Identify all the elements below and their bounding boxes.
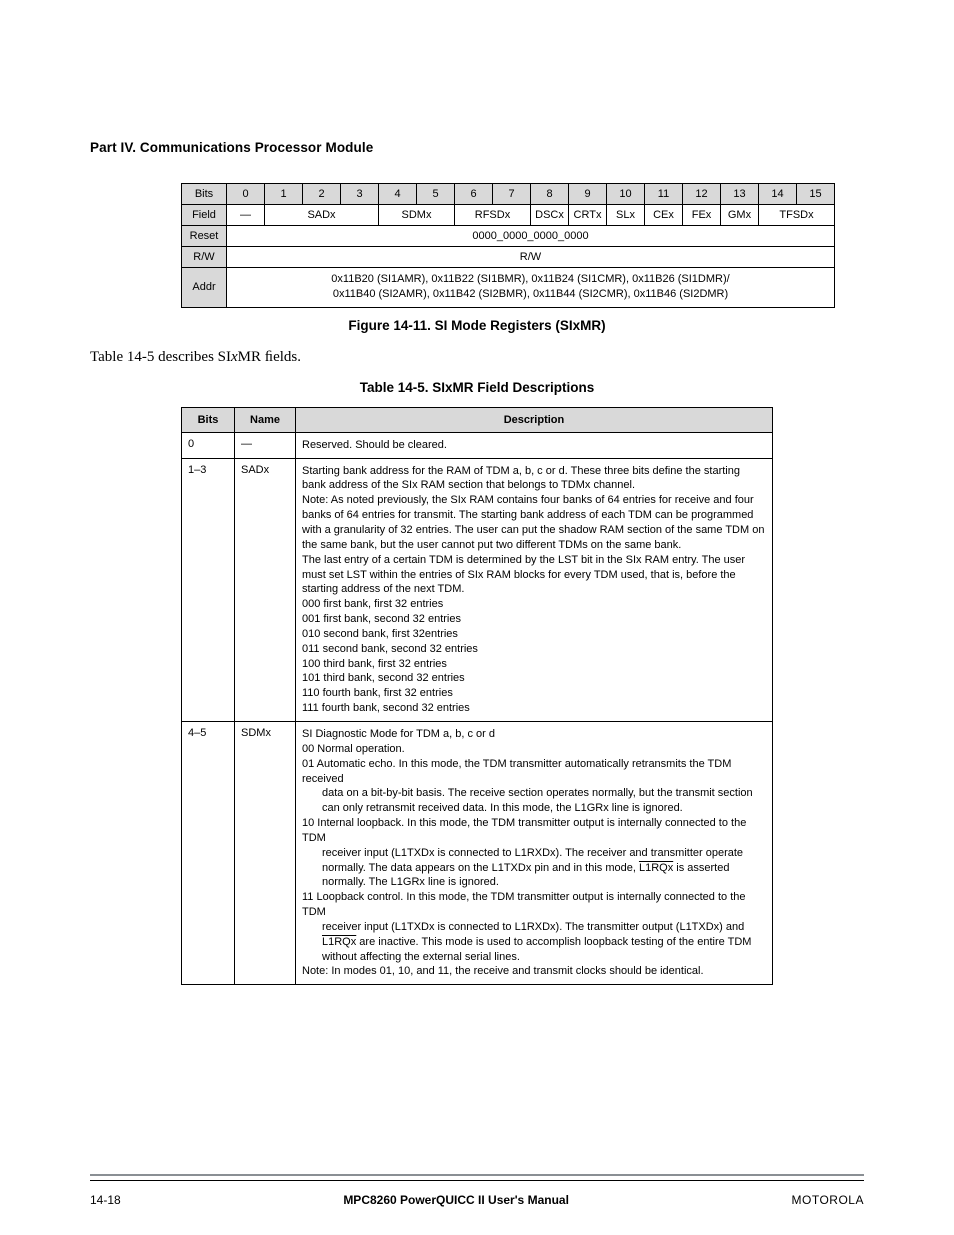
intro-paragraph: Table 14-5 describes SIxMR ﬁelds. [90, 349, 864, 366]
table-row: 0 — Reserved. Should be cleared. [182, 432, 773, 458]
rw-row: R/W R/W [182, 247, 835, 268]
page-number: 14-18 [90, 1193, 121, 1207]
footer-row: 14-18 MPC8260 PowerQUICC II User's Manua… [90, 1193, 864, 1207]
table-row: 4–5 SDMx SI Diagnostic Mode for TDM a, b… [182, 721, 773, 984]
field-row: Field — SADx SDMx RFSDx DSCx CRTx SLx CE… [182, 205, 835, 226]
description-table: Bits Name Description 0 — Reserved. Shou… [181, 407, 773, 986]
table-row: 1–3 SADx Starting bank address for the R… [182, 458, 773, 721]
rowhdr-bits: Bits [182, 184, 227, 205]
rowhdr-reset: Reset [182, 226, 227, 247]
rowhdr-field: Field [182, 205, 227, 226]
rowhdr-rw: R/W [182, 247, 227, 268]
table-caption: Table 14-5. SIxMR Field Descriptions [90, 380, 864, 395]
rowhdr-addr: Addr [182, 268, 227, 308]
bits-header-row: Bits 0 1 2 3 4 5 6 7 8 9 10 11 12 13 14 … [182, 184, 835, 205]
desc-header-row: Bits Name Description [182, 407, 773, 432]
reset-row: Reset 0000_0000_0000_0000 [182, 226, 835, 247]
footer-rule [90, 1174, 864, 1181]
register-table: Bits 0 1 2 3 4 5 6 7 8 9 10 11 12 13 14 … [181, 183, 773, 308]
page: Part IV. Communications Processor Module… [0, 0, 954, 1235]
vendor-name: MOTOROLA [792, 1193, 864, 1207]
manual-title: MPC8260 PowerQUICC II User's Manual [343, 1193, 569, 1207]
part-title: Part IV. Communications Processor Module [90, 140, 864, 155]
figure-caption: Figure 14-11. SI Mode Registers (SIxMR) [90, 318, 864, 333]
addr-row: Addr 0x11B20 (SI1AMR), 0x11B22 (SI1BMR),… [182, 268, 835, 308]
